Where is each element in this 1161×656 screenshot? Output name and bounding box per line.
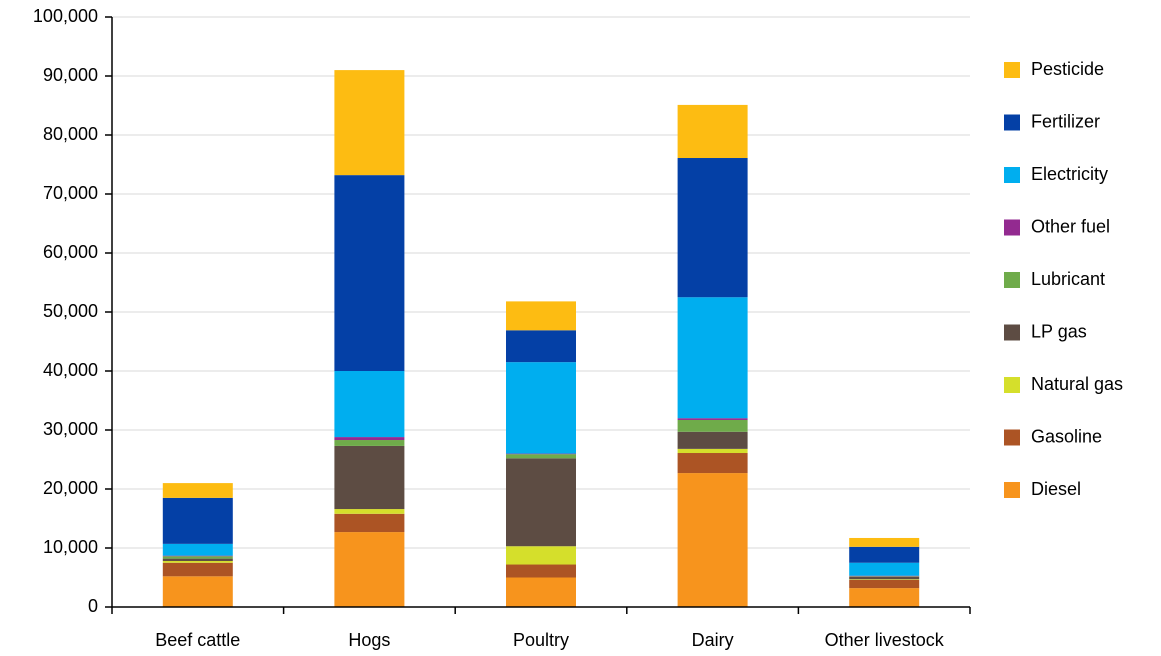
y-tick-label: 90,000: [43, 65, 98, 85]
bar-segment: [677, 448, 748, 454]
legend-label: Natural gas: [1031, 374, 1123, 394]
legend-swatch: [1004, 482, 1020, 498]
bar-segment: [849, 537, 920, 547]
bar-segment: [334, 70, 405, 176]
bar-segment: [849, 575, 920, 577]
y-tick-label: 20,000: [43, 478, 98, 498]
legend-label: LP gas: [1031, 321, 1087, 341]
y-tick-label: 10,000: [43, 537, 98, 557]
bar-segment: [677, 297, 748, 419]
bar-segment: [334, 175, 405, 371]
bar-segment: [334, 440, 405, 446]
bar-segment: [162, 543, 233, 556]
bar-segment: [506, 362, 576, 454]
bar-segment: [677, 419, 748, 432]
bar-segment: [506, 458, 576, 547]
bar-segment: [677, 473, 748, 607]
bar-segment: [506, 454, 576, 459]
bar-segment: [506, 564, 576, 578]
bar-segment: [849, 576, 920, 580]
bar-segment: [162, 555, 233, 557]
bar-segment: [506, 546, 576, 565]
y-tick-label: 80,000: [43, 124, 98, 144]
bar-segment: [334, 437, 405, 441]
bar-segment: [506, 453, 576, 455]
legend-swatch: [1004, 167, 1020, 183]
x-tick-label: Dairy: [692, 630, 734, 650]
legend-swatch: [1004, 219, 1020, 236]
bar-segment: [334, 509, 405, 514]
bar-segment: [162, 576, 233, 607]
bar-segment: [334, 371, 405, 438]
bar-segment: [334, 513, 405, 533]
legend-label: Fertilizer: [1031, 111, 1100, 131]
bar-segment: [677, 104, 748, 159]
x-tick-label: Poultry: [513, 630, 569, 650]
bar-segment: [334, 532, 405, 607]
y-tick-label: 50,000: [43, 301, 98, 321]
legend-swatch: [1004, 114, 1020, 131]
bar-segment: [849, 576, 920, 577]
bar-segment: [849, 588, 920, 607]
y-tick-label: 0: [88, 596, 98, 616]
bar-segment: [162, 560, 233, 563]
bar-segment: [677, 453, 748, 474]
bar-segment: [506, 577, 576, 607]
legend-label: Diesel: [1031, 479, 1081, 499]
y-tick-label: 60,000: [43, 242, 98, 262]
legend-swatch: [1004, 377, 1020, 393]
y-tick-label: 70,000: [43, 183, 98, 203]
bar-segment: [677, 158, 748, 298]
legend-swatch: [1004, 62, 1020, 78]
legend-label: Other fuel: [1031, 216, 1110, 236]
bar-segment: [677, 431, 748, 449]
bar-segment: [506, 301, 576, 331]
y-tick-label: 30,000: [43, 419, 98, 439]
bar-segment: [677, 418, 748, 420]
bar-segment: [849, 579, 920, 589]
bar-segment: [849, 579, 920, 580]
bar-segment: [162, 497, 233, 544]
y-tick-label: 40,000: [43, 360, 98, 380]
x-tick-label: Hogs: [348, 630, 390, 650]
bar-segment: [162, 558, 233, 561]
bar-segment: [162, 483, 233, 498]
legend-swatch: [1004, 272, 1020, 288]
legend-swatch: [1004, 324, 1020, 341]
legend-label: Lubricant: [1031, 269, 1105, 289]
bar-segment: [849, 562, 920, 576]
x-tick-label: Beef cattle: [155, 630, 240, 650]
legend-label: Pesticide: [1031, 59, 1104, 79]
legend-label: Electricity: [1031, 164, 1108, 184]
bar-segment: [162, 556, 233, 559]
x-tick-label: Other livestock: [825, 630, 945, 650]
legend-swatch: [1004, 429, 1020, 446]
bar-segment: [849, 546, 920, 563]
y-tick-label: 100,000: [33, 6, 98, 26]
legend-label: Gasoline: [1031, 426, 1102, 446]
bar-segment: [506, 330, 576, 363]
bar-segment: [334, 445, 405, 510]
bar-segment: [162, 562, 233, 577]
